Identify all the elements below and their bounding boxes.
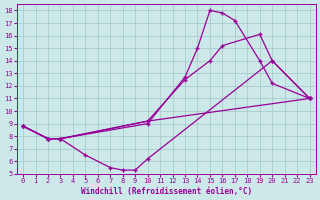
X-axis label: Windchill (Refroidissement éolien,°C): Windchill (Refroidissement éolien,°C) xyxy=(81,187,252,196)
